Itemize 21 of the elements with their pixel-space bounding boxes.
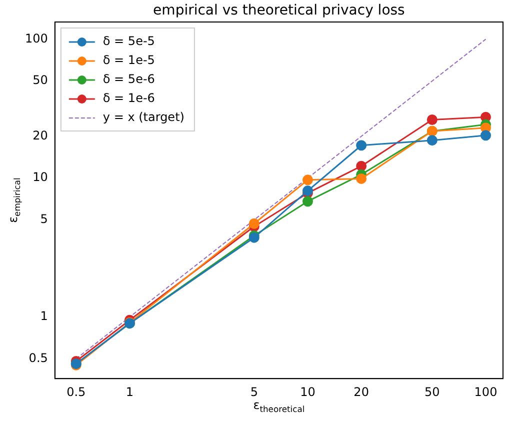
- x-tick-label: 20: [354, 384, 369, 399]
- x-tick-label: 0.5: [66, 384, 86, 399]
- legend-label: δ = 1e-5: [102, 53, 155, 68]
- x-tick-label: 5: [250, 384, 258, 399]
- y-tick-label: 100: [25, 31, 48, 46]
- x-tick-label: 100: [474, 384, 498, 399]
- x-tick-label: 50: [424, 384, 440, 399]
- legend-label: δ = 5e-5: [102, 34, 155, 48]
- y-axis-title: εempirical: [6, 178, 22, 223]
- legend-label: y = x (target): [102, 110, 184, 124]
- x-tick-label: 1: [126, 384, 134, 399]
- y-tick-label: 50: [32, 73, 48, 88]
- y-tick-label: 0.5: [28, 350, 48, 365]
- chart-title: empirical vs theoretical privacy loss: [153, 2, 405, 19]
- y-tick-label: 10: [32, 170, 48, 184]
- x-tick-label: 10: [300, 384, 316, 399]
- y-tick-label: 5: [40, 212, 48, 226]
- y-tick-label: 20: [32, 128, 48, 142]
- legend-label: δ = 1e-6: [102, 91, 155, 106]
- y-tick-label: 1: [40, 309, 48, 324]
- legend-label: δ = 5e-6: [102, 72, 155, 86]
